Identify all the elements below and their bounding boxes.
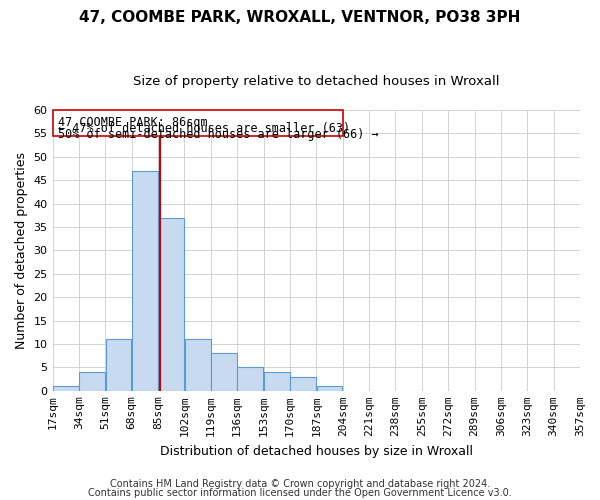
Bar [185, 340, 211, 391]
Text: 47 COOMBE PARK: 86sqm: 47 COOMBE PARK: 86sqm [58, 116, 208, 128]
Bar [290, 377, 316, 391]
Text: Contains HM Land Registry data © Crown copyright and database right 2024.: Contains HM Land Registry data © Crown c… [110, 479, 490, 489]
Text: Contains public sector information licensed under the Open Government Licence v3: Contains public sector information licen… [88, 488, 512, 498]
X-axis label: Distribution of detached houses by size in Wroxall: Distribution of detached houses by size … [160, 444, 473, 458]
Bar [211, 354, 237, 391]
Bar [132, 171, 158, 391]
Bar [106, 340, 131, 391]
Text: ← 47% of detached houses are smaller (63): ← 47% of detached houses are smaller (63… [58, 122, 350, 135]
Bar [158, 218, 184, 391]
Bar [264, 372, 290, 391]
Bar [238, 368, 263, 391]
Y-axis label: Number of detached properties: Number of detached properties [15, 152, 28, 349]
FancyBboxPatch shape [53, 110, 343, 136]
Bar [53, 386, 79, 391]
Bar [79, 372, 105, 391]
Bar [317, 386, 343, 391]
Title: Size of property relative to detached houses in Wroxall: Size of property relative to detached ho… [133, 75, 500, 88]
Text: 47, COOMBE PARK, WROXALL, VENTNOR, PO38 3PH: 47, COOMBE PARK, WROXALL, VENTNOR, PO38 … [79, 10, 521, 25]
Text: 50% of semi-detached houses are larger (66) →: 50% of semi-detached houses are larger (… [58, 128, 379, 141]
